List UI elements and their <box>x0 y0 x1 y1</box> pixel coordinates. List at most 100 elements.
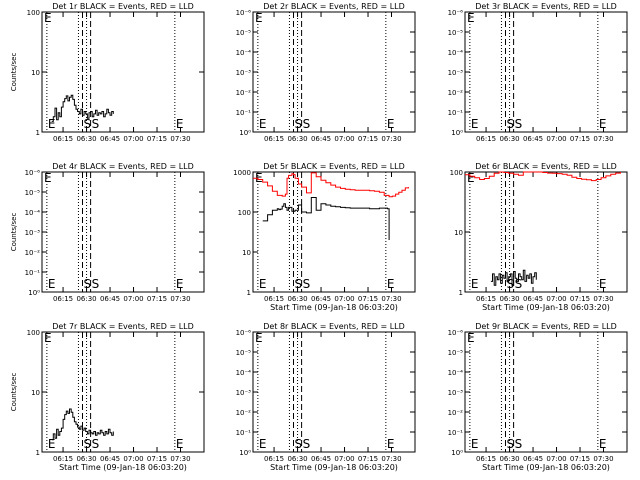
plot-frame <box>252 331 416 453</box>
event-marker-label: E <box>176 277 184 291</box>
event-marker-label: E <box>44 11 52 25</box>
y-tick-label: 1 <box>36 449 40 457</box>
plot-frame <box>41 11 205 133</box>
y-tick-label: 10⁻⁵ <box>236 29 252 37</box>
x-tick-label: 07:30 <box>170 135 190 143</box>
plot-frame <box>252 171 416 293</box>
plot-frame <box>252 11 416 133</box>
event-marker-label: S <box>507 437 515 451</box>
y-tick-label: 10⁻⁵ <box>236 349 252 357</box>
chart-panel-4: Det 4r BLACK = Events, RED = LLD 10⁰ 10⁻¹ 1… <box>10 162 205 303</box>
x-tick-label: 06:30 <box>499 455 519 463</box>
y-tick-label: 100 <box>450 169 463 177</box>
event-marker-label: E <box>471 117 479 131</box>
lld-series-line <box>253 172 409 198</box>
x-tick-label: 06:45 <box>523 455 543 463</box>
x-tick-label: 07:15 <box>358 135 378 143</box>
x-tick-label: 07:15 <box>147 135 167 143</box>
x-tick-label: 06:15 <box>53 295 73 303</box>
event-marker-label: E <box>387 437 395 451</box>
events-series-line <box>490 269 537 286</box>
x-tick-label: 06:30 <box>287 135 307 143</box>
y-tick-label: 10⁻² <box>448 89 464 97</box>
x-axis-label: Start Time (09-Jan-18 06:03:20) <box>482 303 610 312</box>
y-tick-label: 10⁻² <box>448 409 464 417</box>
x-tick-label: 06:30 <box>76 295 96 303</box>
x-tick-label: 06:45 <box>100 135 120 143</box>
y-tick-label: 10⁻¹ <box>236 109 252 117</box>
event-marker-label: E <box>255 11 263 25</box>
event-marker-label: S <box>303 437 311 451</box>
x-tick-label: 07:15 <box>570 455 590 463</box>
x-tick-label: 06:45 <box>311 455 331 463</box>
y-tick-label: 10 <box>31 69 40 77</box>
plot-frame <box>464 11 628 133</box>
x-tick-label: 07:30 <box>381 455 401 463</box>
chart-panel-1: Det 1r BLACK = Events, RED = LLD 1 10 100 06… <box>10 2 205 143</box>
y-tick-label: 10⁻¹ <box>25 269 41 277</box>
x-tick-label: 07:30 <box>593 455 613 463</box>
chart-panel-7: Det 7r BLACK = Events, RED = LLD 1 10 100 06… <box>10 322 205 472</box>
event-marker-label: S <box>92 117 100 131</box>
x-tick-label: 07:15 <box>147 455 167 463</box>
event-marker-label: S <box>92 437 100 451</box>
event-marker-label: E <box>48 437 56 451</box>
plot-frame <box>41 171 205 293</box>
x-tick-label: 06:15 <box>476 295 496 303</box>
chart-panel-3: Det 3r BLACK = Events, RED = LLD 10⁰ 10⁻¹ 1… <box>448 2 628 143</box>
chart-title: Det 1r BLACK = Events, RED = LLD <box>52 2 194 11</box>
event-marker-label: E <box>44 331 52 345</box>
chart-title: Det 9r BLACK = Events, RED = LLD <box>475 322 617 331</box>
y-tick-label: 10⁻⁶ <box>448 329 464 337</box>
x-tick-label: 07:00 <box>546 295 566 303</box>
plot-frame <box>464 171 628 293</box>
x-tick-label: 07:15 <box>570 295 590 303</box>
y-tick-label: 10⁰ <box>28 289 40 297</box>
chart-title: Det 3r BLACK = Events, RED = LLD <box>475 2 617 11</box>
event-marker-label: E <box>176 437 184 451</box>
y-tick-label: 10⁰ <box>451 129 463 137</box>
y-tick-label: 10⁻⁶ <box>448 9 464 17</box>
x-tick-label: 06:15 <box>476 455 496 463</box>
y-tick-label: 10⁻² <box>25 249 41 257</box>
y-tick-label: 10⁻³ <box>448 389 464 397</box>
event-marker-label: E <box>599 437 607 451</box>
x-tick-label: 06:30 <box>76 135 96 143</box>
y-axis-label: Counts/sec <box>10 373 18 412</box>
chart-panel-8: Det 8r BLACK = Events, RED = LLD 10⁰ 10⁻¹ 1… <box>236 322 416 472</box>
y-tick-label: 10⁻⁴ <box>25 209 41 217</box>
y-tick-label: 10⁻² <box>236 409 252 417</box>
event-marker-label: E <box>387 117 395 131</box>
event-marker-label: E <box>48 277 56 291</box>
x-tick-label: 06:15 <box>53 135 73 143</box>
event-marker-label: E <box>259 117 267 131</box>
events-series-line <box>262 197 390 240</box>
x-tick-label: 07:15 <box>147 295 167 303</box>
chart-panel-2: Det 2r BLACK = Events, RED = LLD 10⁰ 10⁻¹ 1… <box>236 2 416 143</box>
x-tick-label: 07:15 <box>358 455 378 463</box>
y-tick-label: 10⁻¹ <box>448 429 464 437</box>
y-tick-label: 10⁻⁶ <box>236 329 252 337</box>
x-axis-label: Start Time (09-Jan-18 06:03:20) <box>270 463 398 472</box>
event-marker-label: S <box>295 117 303 131</box>
event-marker-label: S <box>84 117 92 131</box>
y-tick-label: 1000 <box>233 169 251 177</box>
x-tick-label: 07:00 <box>334 455 354 463</box>
x-tick-label: 06:15 <box>476 135 496 143</box>
event-marker-label: E <box>259 277 267 291</box>
x-tick-label: 06:45 <box>311 135 331 143</box>
x-tick-label: 07:00 <box>546 135 566 143</box>
y-tick-label: 1 <box>459 289 463 297</box>
y-tick-label: 10⁻⁴ <box>236 369 252 377</box>
event-marker-label: S <box>515 277 523 291</box>
event-marker-label: S <box>84 437 92 451</box>
y-tick-label: 10⁰ <box>239 449 251 457</box>
event-marker-label: S <box>303 117 311 131</box>
event-marker-label: E <box>44 171 52 185</box>
event-marker-label: S <box>515 117 523 131</box>
event-marker-label: S <box>84 277 92 291</box>
y-tick-label: 10 <box>454 229 463 237</box>
y-tick-label: 10⁻⁵ <box>25 189 41 197</box>
chart-title: Det 2r BLACK = Events, RED = LLD <box>263 2 405 11</box>
y-tick-label: 100 <box>27 329 40 337</box>
